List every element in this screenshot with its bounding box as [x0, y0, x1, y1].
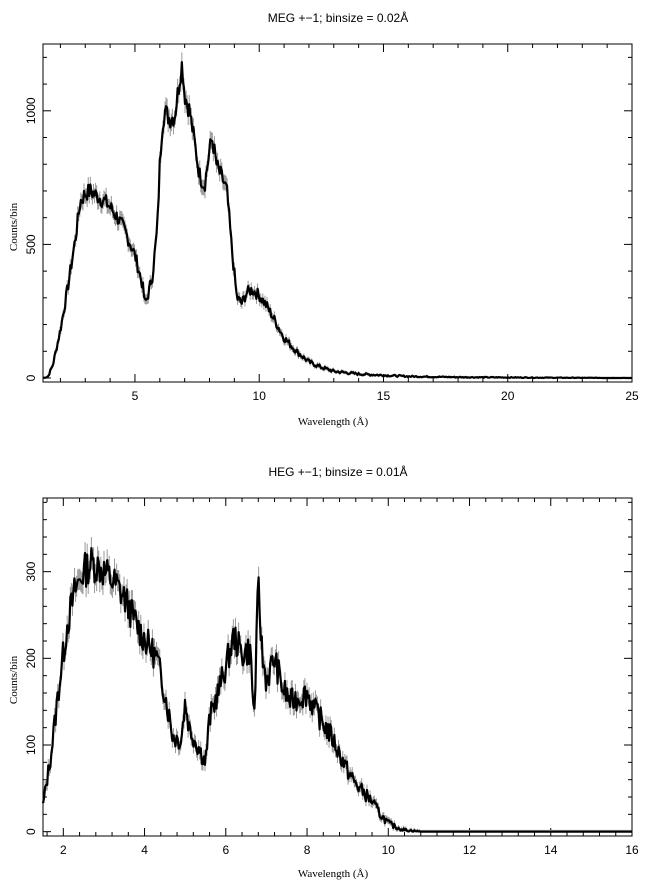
meg-chart-title: MEG +−1; binsize = 0.02Å [268, 10, 408, 25]
meg-x-axis-label: Wavelength (Å) [298, 416, 369, 428]
meg-y-tick-labels: 0 500 1000 [24, 97, 38, 381]
heg-x-tick-label: 12 [463, 843, 477, 857]
meg-error-band [42, 52, 633, 378]
heg-x-axis-label: Wavelength (Å) [298, 868, 369, 880]
meg-spectrum-panel: MEG +−1; binsize = 0.02Å 5 10 15 20 25 0 500 1… [8, 10, 639, 428]
meg-x-tick-label: 25 [625, 389, 639, 403]
meg-x-tick-label: 15 [377, 389, 391, 403]
heg-y-tick-labels: 0 100 200 300 [24, 561, 38, 835]
heg-y-tick-label: 200 [24, 648, 38, 668]
heg-x-tick-label: 4 [141, 843, 148, 857]
heg-error-band [42, 537, 633, 832]
meg-x-tick-label: 5 [132, 389, 139, 403]
heg-error-whiskers [42, 537, 633, 832]
heg-y-axis-label: Counts/bin [8, 655, 20, 704]
heg-y-tick-label: 300 [24, 561, 38, 581]
heg-y-tick-label: 100 [24, 735, 38, 755]
heg-spectrum-line [41, 547, 633, 833]
meg-x-tick-label: 20 [501, 389, 515, 403]
meg-spectrum-line [42, 61, 633, 380]
heg-x-tick-labels: 2 4 6 8 10 12 14 16 [60, 843, 639, 857]
heg-x-tick-label: 6 [222, 843, 229, 857]
meg-x-tick-label: 10 [253, 389, 267, 403]
meg-y-tick-label: 0 [24, 374, 38, 381]
meg-error-whiskers [42, 52, 633, 378]
meg-x-tick-labels: 5 10 15 20 25 [132, 389, 639, 403]
heg-x-tick-label: 2 [60, 843, 67, 857]
meg-tick-marks [43, 44, 633, 382]
meg-y-axis-label: Counts/bin [8, 202, 20, 251]
heg-x-tick-label: 16 [625, 843, 639, 857]
heg-y-tick-label: 0 [24, 828, 38, 835]
meg-plot-frame [42, 43, 633, 383]
heg-tick-marks [43, 498, 633, 836]
heg-x-tick-label: 10 [382, 843, 396, 857]
meg-y-tick-label: 500 [24, 234, 38, 254]
heg-x-tick-label: 14 [544, 843, 558, 857]
meg-y-tick-label: 1000 [24, 97, 38, 124]
heg-chart-title: HEG +−1; binsize = 0.01Å [268, 464, 407, 479]
heg-plot-frame [42, 497, 633, 837]
heg-spectrum-panel: HEG +−1; binsize = 0.01Å 2 4 6 8 10 12 14 16 0 1… [8, 464, 639, 880]
heg-x-tick-label: 8 [304, 843, 311, 857]
